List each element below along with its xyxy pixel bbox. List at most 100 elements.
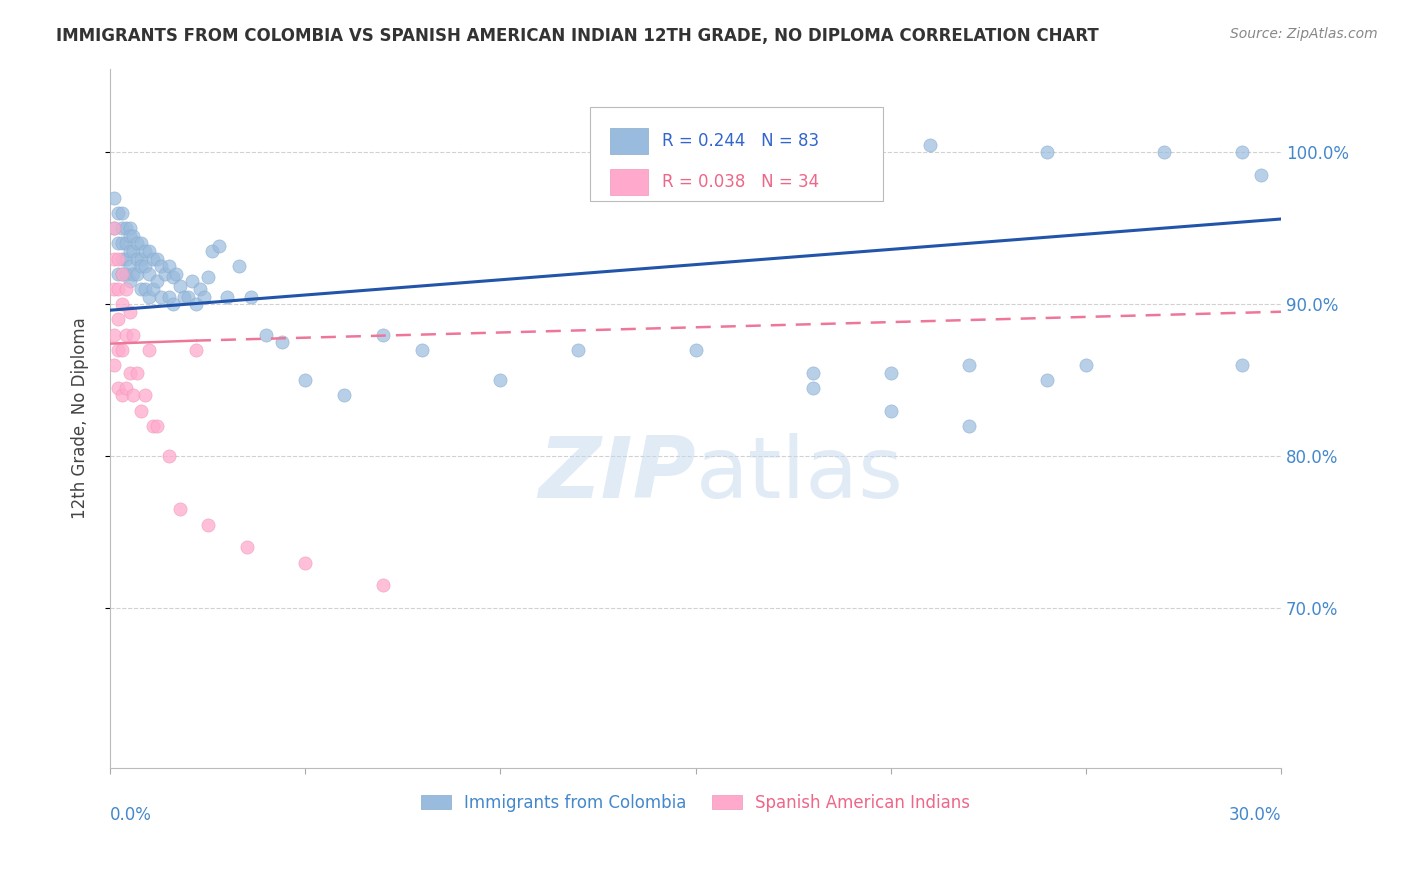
Text: Source: ZipAtlas.com: Source: ZipAtlas.com bbox=[1230, 27, 1378, 41]
Text: 0.0%: 0.0% bbox=[110, 806, 152, 824]
Point bbox=[107, 282, 129, 296]
Point bbox=[411, 343, 433, 357]
Point bbox=[118, 221, 141, 235]
Text: ZIP: ZIP bbox=[538, 433, 696, 516]
Point bbox=[957, 358, 980, 372]
Point bbox=[118, 274, 141, 288]
Text: IMMIGRANTS FROM COLOMBIA VS SPANISH AMERICAN INDIAN 12TH GRADE, NO DIPLOMA CORRE: IMMIGRANTS FROM COLOMBIA VS SPANISH AMER… bbox=[56, 27, 1099, 45]
Point bbox=[1036, 145, 1059, 160]
Point bbox=[103, 221, 125, 235]
Point bbox=[129, 403, 152, 417]
Point bbox=[146, 274, 169, 288]
Point bbox=[118, 366, 141, 380]
Point bbox=[134, 244, 156, 258]
Point bbox=[146, 252, 169, 266]
Point bbox=[184, 343, 207, 357]
Point bbox=[153, 267, 176, 281]
Point bbox=[208, 239, 231, 253]
Point bbox=[188, 282, 211, 296]
Point bbox=[138, 289, 160, 303]
Point bbox=[879, 403, 901, 417]
Point bbox=[114, 252, 136, 266]
Point bbox=[254, 327, 277, 342]
Point bbox=[127, 366, 149, 380]
Point bbox=[270, 335, 292, 350]
Point bbox=[1230, 145, 1253, 160]
Point bbox=[193, 289, 215, 303]
Point bbox=[127, 236, 149, 251]
Point bbox=[173, 289, 195, 303]
Point bbox=[138, 343, 160, 357]
Point bbox=[122, 244, 145, 258]
Point bbox=[138, 267, 160, 281]
Point bbox=[118, 304, 141, 318]
Point bbox=[149, 259, 172, 273]
Point bbox=[107, 381, 129, 395]
Point bbox=[103, 221, 125, 235]
Point bbox=[142, 418, 165, 433]
Point bbox=[801, 366, 824, 380]
FancyBboxPatch shape bbox=[591, 107, 883, 202]
Y-axis label: 12th Grade, No Diploma: 12th Grade, No Diploma bbox=[72, 318, 89, 519]
Point bbox=[149, 289, 172, 303]
Point bbox=[107, 267, 129, 281]
Text: 30.0%: 30.0% bbox=[1229, 806, 1281, 824]
Point bbox=[134, 259, 156, 273]
Text: R = 0.244   N = 83: R = 0.244 N = 83 bbox=[662, 132, 818, 150]
Point bbox=[489, 373, 512, 387]
Point bbox=[127, 252, 149, 266]
Point bbox=[1230, 358, 1253, 372]
Point bbox=[111, 221, 134, 235]
Point bbox=[114, 221, 136, 235]
Point bbox=[118, 244, 141, 258]
Point bbox=[165, 267, 187, 281]
Point bbox=[333, 388, 356, 402]
Point bbox=[239, 289, 262, 303]
Point bbox=[114, 267, 136, 281]
Legend: Immigrants from Colombia, Spanish American Indians: Immigrants from Colombia, Spanish Americ… bbox=[415, 788, 977, 819]
Point bbox=[157, 289, 180, 303]
Point bbox=[197, 517, 219, 532]
Point bbox=[122, 267, 145, 281]
Point bbox=[122, 327, 145, 342]
Point bbox=[107, 236, 129, 251]
Point bbox=[567, 343, 589, 357]
Point bbox=[122, 228, 145, 243]
Point bbox=[107, 343, 129, 357]
Point bbox=[134, 282, 156, 296]
Point bbox=[294, 373, 316, 387]
Point bbox=[129, 252, 152, 266]
Point bbox=[200, 244, 222, 258]
Point bbox=[157, 449, 180, 463]
Point bbox=[373, 327, 395, 342]
Point bbox=[103, 282, 125, 296]
Point bbox=[217, 289, 239, 303]
Point bbox=[1153, 145, 1175, 160]
Point bbox=[129, 282, 152, 296]
Point bbox=[235, 541, 257, 555]
Point bbox=[107, 206, 129, 220]
Point bbox=[134, 388, 156, 402]
Point bbox=[685, 343, 707, 357]
Point bbox=[181, 274, 204, 288]
Bar bbox=[610, 128, 648, 154]
Point bbox=[114, 327, 136, 342]
Point bbox=[142, 282, 165, 296]
Point bbox=[177, 289, 200, 303]
Point bbox=[1036, 373, 1059, 387]
Point bbox=[118, 228, 141, 243]
Point bbox=[111, 236, 134, 251]
Point bbox=[111, 343, 134, 357]
Point bbox=[127, 267, 149, 281]
Point bbox=[918, 137, 941, 152]
Point bbox=[111, 267, 134, 281]
Point bbox=[114, 381, 136, 395]
Point bbox=[118, 259, 141, 273]
Point bbox=[294, 556, 316, 570]
Point bbox=[162, 297, 184, 311]
Point bbox=[103, 327, 125, 342]
Point bbox=[103, 191, 125, 205]
Point bbox=[1074, 358, 1097, 372]
Point bbox=[138, 244, 160, 258]
Point bbox=[162, 269, 184, 284]
